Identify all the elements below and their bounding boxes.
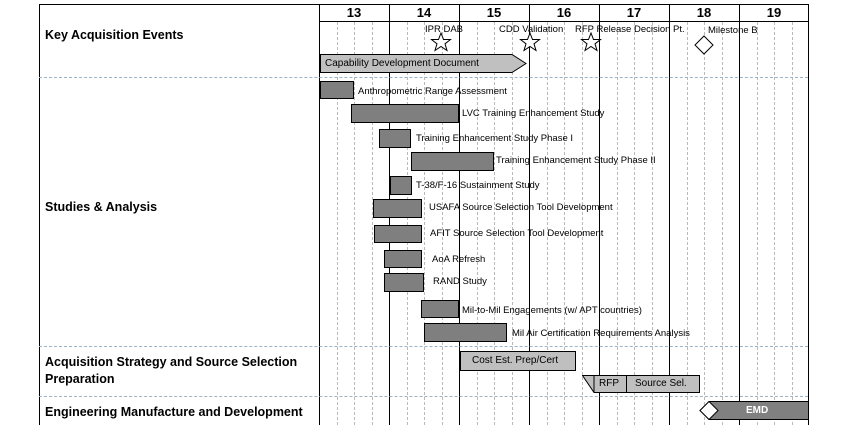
year-header: 13: [346, 5, 362, 20]
study-label-lvc: LVC Training Enhancement Study: [462, 108, 605, 119]
cdd-validation-star-icon: [519, 32, 541, 52]
ipr-dab-star-icon: [430, 32, 452, 52]
year-header: 17: [626, 5, 642, 20]
year-header: 18: [696, 5, 712, 20]
section-label-emd: Engineering Manufacture and Development: [45, 405, 303, 419]
quarter-gridline: [704, 22, 705, 425]
year-boundary-line: [459, 4, 460, 425]
milestone-b-diamond-icon: [694, 35, 714, 55]
study-label-tes-phase-1: Training Enhancement Study Phase I: [416, 133, 574, 144]
quarter-gridline: [634, 22, 635, 425]
study-label-anthropometric: Anthropometric Range Assessment: [358, 86, 507, 97]
quarter-gridline: [442, 22, 443, 425]
study-label-tes-phase-2: Training Enhancement Study Phase II: [496, 155, 656, 166]
quarter-gridline: [792, 22, 793, 425]
quarter-gridline: [774, 22, 775, 425]
event-label-cdd-validation: CDD Validation: [499, 24, 564, 35]
study-label-t38-f16: T-38/F-16 Sustainment Study: [416, 180, 540, 191]
year-boundary-line: [529, 4, 530, 425]
rfp-label: RFP: [599, 378, 619, 389]
study-bar-afit: [374, 225, 422, 243]
row-separator: [39, 396, 808, 397]
study-label-mil-to-mil: Mil-to-Mil Engagements (w/ APT countries…: [462, 305, 642, 316]
cost-estimate-label: Cost Est. Prep/Cert: [472, 355, 559, 366]
year-header: 15: [486, 5, 502, 20]
quarter-gridline: [687, 22, 688, 425]
cost-estimate-bar: [460, 351, 576, 371]
row-separator: [39, 346, 808, 347]
study-bar-rand: [384, 273, 424, 292]
study-bar-t38-f16: [390, 176, 412, 195]
frame-left-border: [39, 4, 40, 425]
quarter-gridline: [617, 22, 618, 425]
study-label-usafa: USAFA Source Selection Tool Development: [429, 202, 613, 213]
study-bar-usafa: [373, 199, 422, 218]
quarter-gridline: [354, 22, 355, 425]
section-label-key-acquisition-events: Key Acquisition Events: [45, 28, 184, 42]
study-label-mil-air-cert: Mil Air Certification Requirements Analy…: [512, 328, 690, 339]
study-label-rand: RAND Study: [433, 276, 487, 287]
study-bar-anthropometric: [320, 81, 354, 99]
rfp-release-star-icon: [580, 32, 602, 52]
emd-label: EMD: [746, 405, 769, 416]
study-bar-lvc: [351, 104, 459, 123]
quarter-gridline: [512, 22, 513, 425]
cdd-document-bar: [320, 54, 527, 73]
study-bar-mil-to-mil: [421, 300, 459, 318]
year-boundary-line: [739, 4, 740, 425]
event-label-rfp-release: RFP Release Decision Pt.: [575, 24, 685, 35]
quarter-gridline: [582, 22, 583, 425]
section-label-studies-analysis: Studies & Analysis: [45, 200, 158, 214]
event-label-ipr-dab: IPR DAB: [425, 24, 464, 35]
quarter-gridline: [652, 22, 653, 425]
quarter-gridline: [407, 22, 408, 425]
cdd-document-label: Capability Development Document: [325, 58, 479, 69]
year-header-separator: [319, 21, 808, 22]
frame-label-divider: [319, 4, 320, 425]
study-bar-tes-phase-1: [379, 129, 411, 148]
event-label-milestone-b: Milestone B: [708, 25, 758, 36]
quarter-gridline: [757, 22, 758, 425]
study-label-aoa-refresh: AoA Refresh: [432, 254, 486, 265]
emd-bar: [699, 401, 809, 420]
quarter-gridline: [494, 22, 495, 425]
quarter-gridline: [372, 22, 373, 425]
rfp-source-selection-bar: [582, 375, 700, 393]
quarter-gridline: [564, 22, 565, 425]
source-selection-label: Source Sel.: [635, 378, 687, 389]
study-bar-tes-phase-2: [411, 152, 494, 171]
quarter-gridline: [424, 22, 425, 425]
section-label-acquisition-strategy: Acquisition Strategy and Source Selectio…: [45, 355, 298, 386]
year-header: 16: [556, 5, 572, 20]
quarter-gridline: [547, 22, 548, 425]
study-bar-aoa-refresh: [384, 250, 422, 268]
year-header: 19: [766, 5, 782, 20]
row-separator: [39, 77, 808, 78]
year-boundary-line: [599, 4, 600, 425]
year-header: 14: [416, 5, 432, 20]
quarter-gridline: [477, 22, 478, 425]
quarter-gridline: [337, 22, 338, 425]
study-label-afit: AFIT Source Selection Tool Development: [430, 228, 604, 239]
study-bar-mil-air-cert: [424, 323, 507, 342]
quarter-gridline: [722, 22, 723, 425]
frame-top-border: [39, 4, 808, 5]
frame-right-border: [808, 4, 809, 425]
year-boundary-line: [669, 4, 670, 425]
